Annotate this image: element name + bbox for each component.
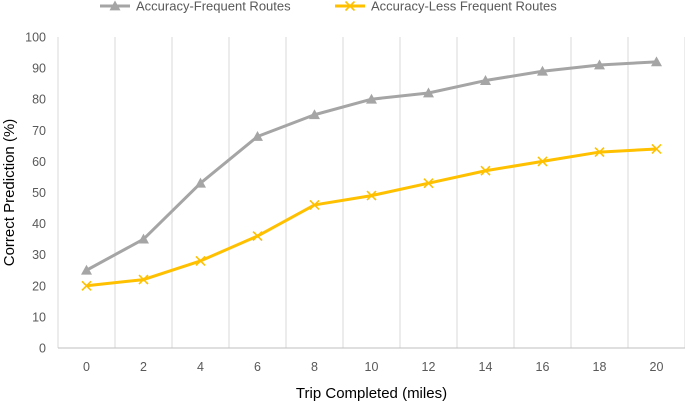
triangle-marker (651, 56, 662, 67)
x-marker (537, 156, 548, 167)
triangle-marker (252, 131, 263, 141)
x-tick-label: 16 (536, 360, 550, 374)
x-marker (651, 143, 662, 155)
x-marker (344, 0, 356, 12)
x-marker (81, 280, 92, 291)
x-marker-stroke (651, 143, 662, 155)
x-tick-label: 18 (593, 360, 607, 374)
legend-item: Accuracy-Less Frequent Routes (335, 0, 557, 14)
x-marker (480, 165, 491, 176)
legend-label: Accuracy-Frequent Routes (136, 0, 291, 14)
x-marker (366, 190, 377, 201)
x-marker (252, 230, 263, 242)
x-axis-title: Trip Completed (miles) (296, 385, 447, 402)
x-tick-label: 2 (140, 360, 147, 374)
x-tick-label: 20 (650, 360, 664, 374)
series-group (81, 56, 662, 291)
y-tick-label: 10 (32, 310, 46, 324)
triangle-marker (480, 75, 491, 85)
legend: Accuracy-Frequent Routes Accuracy-Less Fr… (100, 0, 557, 14)
legend-item: Accuracy-Frequent Routes (100, 0, 291, 14)
y-tick-label: 20 (32, 279, 46, 293)
y-axis-title: Correct Prediction (%) (1, 119, 18, 267)
x-marker-stroke (366, 190, 377, 201)
y-tick-label: 70 (32, 124, 46, 138)
triangle-marker (195, 177, 206, 188)
x-marker-stroke (423, 178, 434, 189)
y-tick-label: 30 (32, 248, 46, 262)
x-marker (423, 178, 434, 189)
x-tick-label: 8 (311, 360, 318, 374)
triangle-marker (309, 109, 320, 120)
x-tick-label: 10 (365, 360, 379, 374)
triangle-marker (81, 264, 92, 275)
x-marker (309, 199, 320, 211)
x-tick-label: 0 (83, 360, 90, 374)
y-tick-label: 0 (39, 342, 46, 356)
x-marker-stroke (594, 147, 605, 158)
x-marker-stroke (480, 165, 491, 176)
x-marker (594, 147, 605, 158)
y-tick-label: 40 (32, 217, 46, 231)
x-tick-label: 4 (197, 360, 204, 374)
x-tick-label: 6 (254, 360, 261, 374)
y-tick-label: 90 (32, 62, 46, 76)
x-marker (138, 274, 149, 285)
x-marker-stroke (195, 255, 206, 266)
y-tick-label: 50 (32, 186, 46, 200)
x-marker-stroke (138, 274, 149, 285)
triangle-marker (423, 87, 434, 98)
x-marker (195, 255, 206, 266)
triangle-marker (109, 0, 121, 11)
triangle-marker (138, 233, 149, 244)
triangle-marker (594, 59, 605, 70)
y-tick-label: 100 (25, 31, 46, 45)
y-tick-labels: 0 10 20 30 40 50 60 70 80 90 100 (25, 31, 46, 356)
x-tick-labels: 0 2 4 6 8 10 12 14 16 18 20 (83, 360, 663, 374)
triangle-marker (537, 65, 548, 76)
x-marker-stroke (344, 0, 356, 12)
x-marker-stroke (537, 156, 548, 167)
x-marker-stroke (309, 199, 320, 211)
y-tick-label: 60 (32, 155, 46, 169)
series-1 (81, 56, 662, 275)
series-2 (81, 143, 662, 291)
legend-label: Accuracy-Less Frequent Routes (371, 0, 557, 14)
x-tick-label: 14 (479, 360, 493, 374)
x-tick-label: 12 (422, 360, 436, 374)
x-marker-stroke (252, 230, 263, 242)
x-marker-stroke (81, 280, 92, 291)
triangle-marker (366, 93, 377, 104)
grid-lines (57, 37, 685, 348)
y-tick-label: 80 (32, 93, 46, 107)
